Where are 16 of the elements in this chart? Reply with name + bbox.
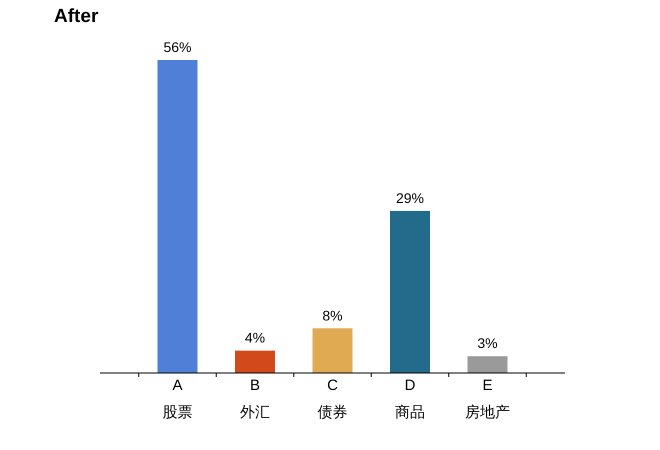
bar (390, 210, 430, 373)
bar (158, 60, 198, 373)
x-tick-label: D 商品 (395, 377, 425, 421)
x-tick-label: E 房地产 (465, 377, 510, 421)
chart-title: After (54, 6, 99, 27)
bar (312, 328, 352, 373)
data-label: 3% (477, 335, 498, 352)
x-tick-label: C 债券 (318, 377, 348, 421)
bar (235, 350, 275, 373)
bar (468, 356, 508, 373)
data-label: 56% (163, 39, 192, 55)
x-tick-label: B 外汇 (240, 377, 270, 421)
data-label: 8% (322, 307, 343, 324)
data-label: 4% (244, 330, 266, 346)
x-tick-label: A 股票 (162, 377, 192, 421)
data-label: 29% (396, 190, 424, 206)
